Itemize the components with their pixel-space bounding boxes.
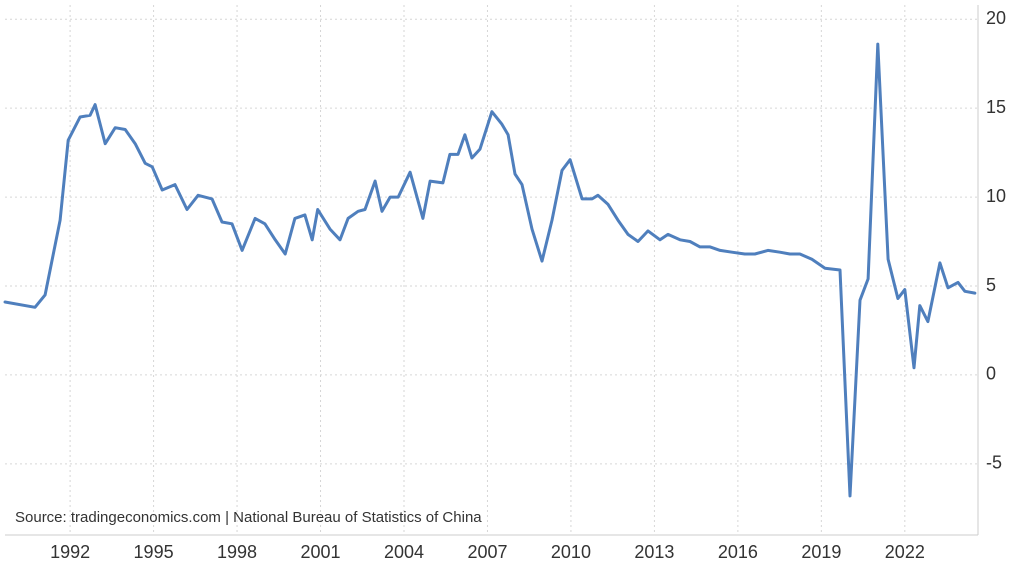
line [3, 42, 977, 498]
x-tick-label: 1998 [217, 542, 257, 562]
source: Source: tradingeconomics.com | National … [15, 509, 482, 526]
x-tick-label: 2016 [718, 542, 758, 562]
y-tick-label: -5 [986, 453, 1002, 473]
x-tick-label: 2001 [300, 542, 340, 562]
y-tick-label: 20 [986, 8, 1006, 28]
x-tick-label: 2004 [384, 542, 424, 562]
y-tick-label: 10 [986, 186, 1006, 206]
y-tick-label: 0 [986, 364, 996, 384]
x-tick-label: 1992 [50, 542, 90, 562]
y-tick-label: 5 [986, 275, 996, 295]
x-tick-label: 2010 [551, 542, 591, 562]
y-tick-label: 15 [986, 97, 1006, 117]
x-tick-label: 2019 [801, 542, 841, 562]
x-tick-label: 1995 [134, 542, 174, 562]
x-tick-label: 2007 [467, 542, 507, 562]
x-tick-label: 2013 [634, 542, 674, 562]
x-tick-label: 2022 [885, 542, 925, 562]
